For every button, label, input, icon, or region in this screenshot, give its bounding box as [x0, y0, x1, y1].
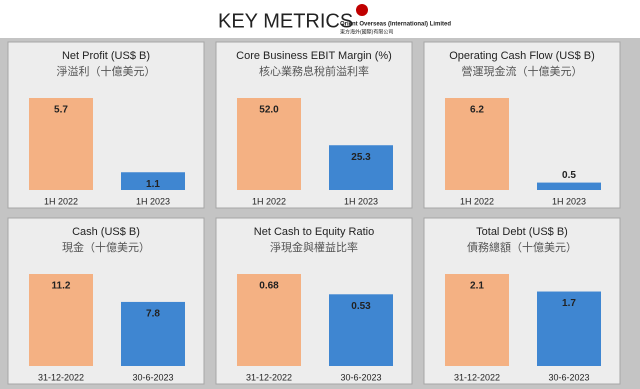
bar [121, 172, 185, 190]
bar [537, 291, 601, 366]
chart-title: Net Profit (US$ B) [62, 50, 150, 62]
chart-subtitle: 債務總額（十億美元） [467, 240, 577, 254]
x-tick-label: 1H 2022 [44, 196, 78, 206]
chart-subtitle: 淨溢利（十億美元） [57, 64, 156, 78]
x-tick-label: 30-6-2023 [340, 372, 381, 382]
bar [29, 98, 93, 190]
data-label: 0.53 [351, 301, 371, 312]
x-tick-label: 31-12-2022 [454, 372, 500, 382]
bar [121, 301, 185, 366]
x-tick-label: 1H 2023 [136, 196, 170, 206]
company-name: Orient Overseas (International) Limited [340, 22, 451, 28]
data-label: 52.0 [259, 105, 279, 116]
data-label: 0.5 [562, 170, 576, 181]
company-name-zh: 東方海外(國際)有限公司 [340, 28, 393, 35]
data-label: 0.68 [259, 281, 279, 292]
chart-title: Core Business EBIT Margin (%) [236, 50, 392, 62]
data-label: 6.2 [470, 105, 484, 116]
bar [237, 274, 301, 366]
chart-subtitle: 現金（十億美元） [62, 240, 150, 254]
x-tick-label: 30-6-2023 [132, 372, 173, 382]
bar [329, 294, 393, 366]
x-tick-label: 1H 2022 [252, 196, 286, 206]
chart-title: Operating Cash Flow (US$ B) [449, 50, 595, 62]
bar [329, 145, 393, 190]
bar [537, 182, 601, 190]
x-tick-label: 1H 2023 [344, 196, 378, 206]
x-tick-label: 1H 2023 [552, 196, 586, 206]
bar [29, 274, 93, 366]
chart-title: Cash (US$ B) [72, 226, 140, 238]
x-tick-label: 31-12-2022 [246, 372, 292, 382]
logo-icon [356, 4, 368, 16]
data-label: 2.1 [470, 281, 484, 292]
chart-title: Net Cash to Equity Ratio [254, 226, 374, 238]
bar [445, 98, 509, 190]
data-label: 1.7 [562, 298, 576, 309]
data-label: 5.7 [54, 105, 68, 116]
data-label: 11.2 [52, 281, 71, 292]
bar [237, 98, 301, 190]
page-title: KEY METRICS [218, 10, 353, 32]
chart-subtitle: 淨現金與權益比率 [270, 240, 358, 254]
chart-subtitle: 核心業務息稅前溢利率 [259, 64, 369, 78]
x-tick-label: 30-6-2023 [548, 372, 589, 382]
chart-title: Total Debt (US$ B) [476, 226, 568, 238]
chart-subtitle: 營運現金流（十億美元） [462, 64, 583, 78]
data-label: 1.1 [146, 179, 160, 190]
bar [445, 274, 509, 366]
data-label: 7.8 [146, 309, 160, 320]
x-tick-label: 1H 2022 [460, 196, 494, 206]
x-tick-label: 31-12-2022 [38, 372, 84, 382]
data-label: 25.3 [351, 152, 371, 163]
